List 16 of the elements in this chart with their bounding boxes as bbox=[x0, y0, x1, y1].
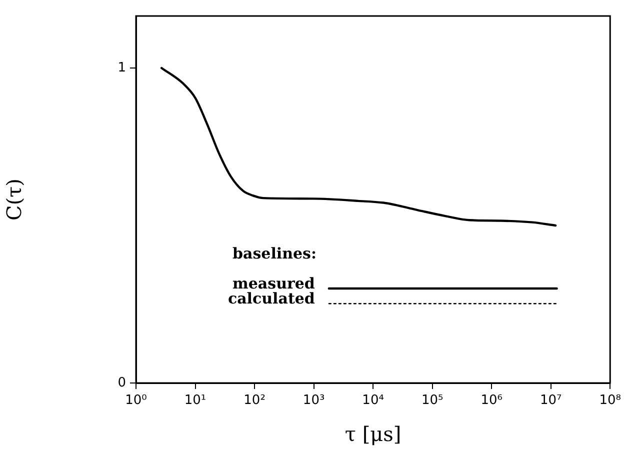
x-tick-label: 10⁷ bbox=[540, 393, 562, 408]
series-label: calculated bbox=[228, 290, 316, 308]
x-tick-label: 10⁸ bbox=[599, 393, 622, 408]
x-tick-label: 10¹ bbox=[184, 393, 206, 408]
series-label: measured bbox=[232, 274, 316, 292]
x-tick-label: 10² bbox=[244, 393, 266, 408]
y-axis-title: C(τ) bbox=[2, 178, 26, 220]
y-tick-label: 1 bbox=[118, 60, 126, 76]
x-axis-title: τ [μs] bbox=[344, 422, 402, 446]
x-tick-label: 10⁰ bbox=[125, 393, 147, 408]
y-tick-label: 0 bbox=[118, 375, 126, 390]
x-tick-label: 10⁵ bbox=[421, 393, 444, 408]
x-tick-label: 10⁴ bbox=[362, 393, 384, 408]
legend-title: baselines: bbox=[232, 244, 317, 262]
x-tick-label: 10³ bbox=[302, 393, 325, 408]
x-tick-label: 10⁶ bbox=[480, 393, 502, 408]
